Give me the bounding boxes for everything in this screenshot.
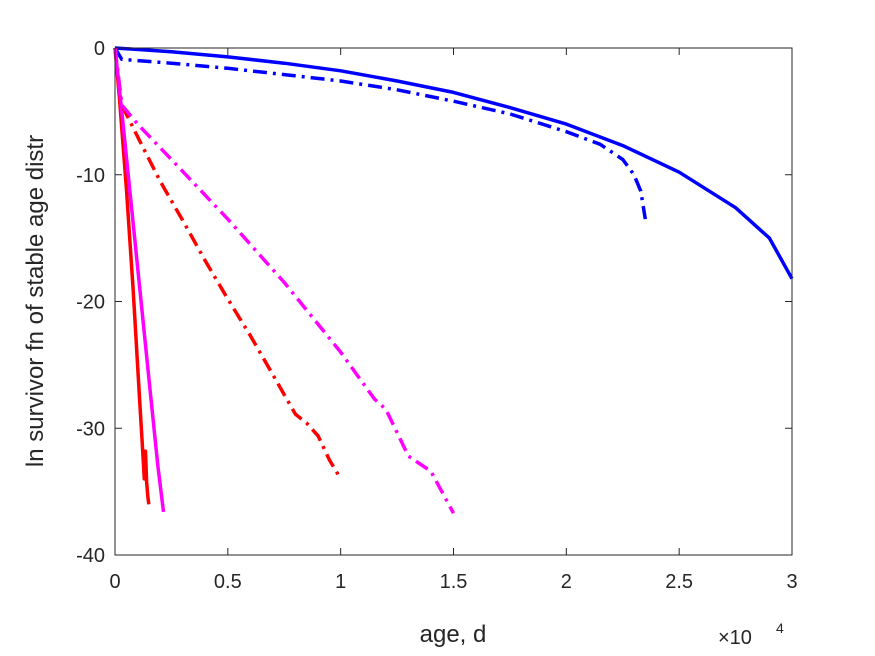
x-tick-label: 0 (109, 571, 120, 593)
x-tick-label: 2.5 (665, 571, 693, 593)
x-axis-label: age, d (420, 621, 487, 648)
y-tick-label: -40 (76, 545, 105, 567)
x-exponent-power: 4 (776, 620, 784, 636)
x-tick-label: 1.5 (440, 571, 468, 593)
y-tick-label: -10 (76, 165, 105, 187)
x-tick-label: 2 (561, 571, 572, 593)
y-tick-label: -20 (76, 292, 105, 314)
series-line-1 (114, 46, 794, 280)
plot-lines (113, 46, 794, 515)
axis-ticks (114, 47, 793, 556)
series-line-3 (113, 47, 151, 505)
series-line-4 (113, 47, 166, 513)
x-tick-label: 0.5 (214, 571, 242, 593)
x-tick-label: 3 (786, 571, 797, 593)
series-line-5 (113, 47, 343, 480)
series-line-6 (113, 47, 456, 515)
y-tick-label: 0 (94, 38, 105, 60)
y-axis-label: ln survivor fn of stable age distr (22, 135, 49, 467)
tick-labels: 0 0.5 1 1.5 2 2.5 3 0 -10 -20 -30 -40 (76, 38, 797, 593)
x-exponent-label: ×10 (718, 627, 752, 649)
y-tick-label: -30 (76, 418, 105, 440)
x-tick-label: 1 (335, 571, 346, 593)
